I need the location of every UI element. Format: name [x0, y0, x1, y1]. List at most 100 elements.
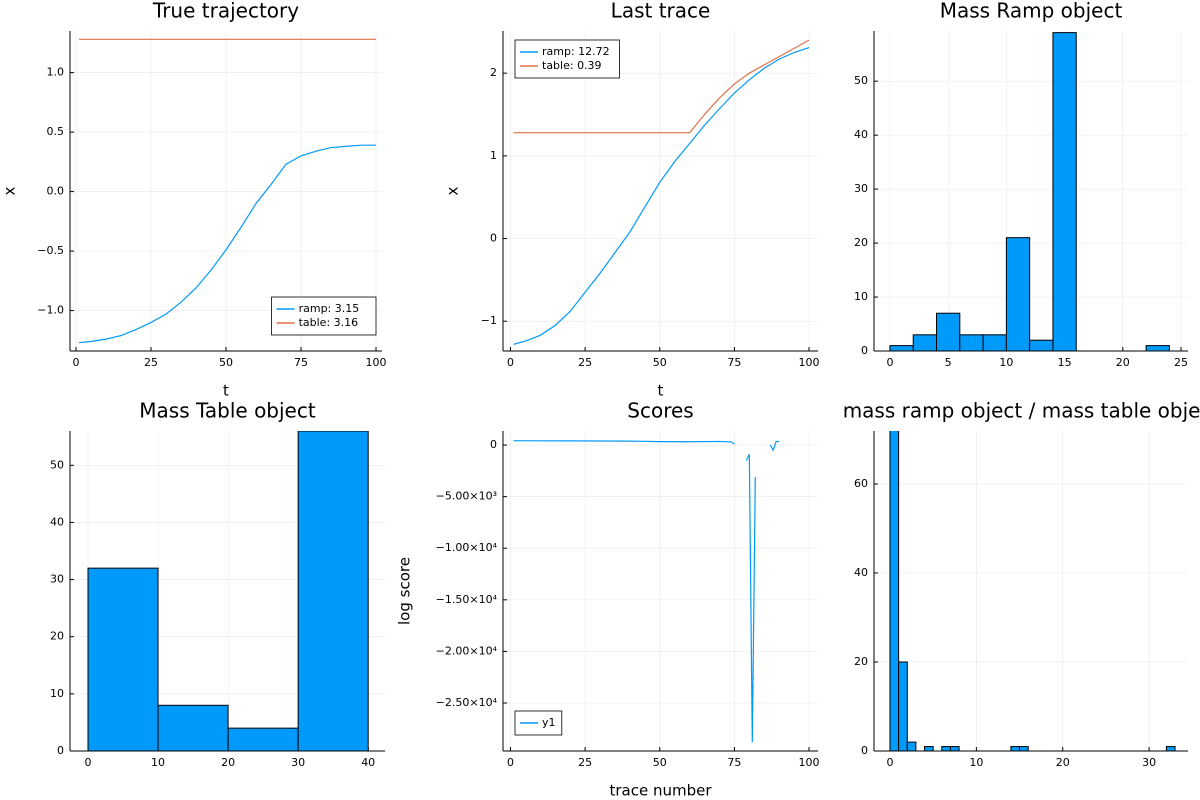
bar [1019, 746, 1029, 751]
x-tick-label: 25 [578, 756, 592, 769]
y-tick-label: 60 [854, 477, 868, 490]
bar [1145, 345, 1170, 351]
line [513, 440, 780, 743]
bar [912, 334, 938, 351]
y-tick-label: −5.00×10³ [436, 490, 497, 503]
bar [227, 727, 299, 751]
y-tick-label: 30 [854, 182, 868, 195]
bar [959, 334, 984, 351]
y-tick-label: 40 [50, 515, 64, 528]
line [513, 39, 810, 134]
y-tick-label: 1.0 [47, 66, 65, 79]
x-tick-label: 100 [799, 356, 820, 369]
x-tick-label: 25 [1174, 356, 1188, 369]
x-tick-label: 75 [294, 356, 308, 369]
bar [1005, 237, 1031, 351]
x-axis-label: t [658, 382, 664, 400]
x-tick-label: 0 [85, 756, 92, 769]
y-tick-label: 2 [490, 66, 497, 79]
subplot: 0 5 10 15 20 25 0 10 20 30 40 50 Mass Ramp object [854, 0, 1188, 369]
bar [982, 334, 1007, 351]
y-tick-label: −1 [481, 314, 497, 327]
subplot: 0 10 20 30 40 0 10 20 30 40 50 Mass Table object [50, 399, 385, 769]
plot-area [513, 440, 780, 743]
bar [889, 431, 900, 751]
y-tick-label: 0.0 [47, 185, 65, 198]
x-tick-label: 75 [727, 756, 741, 769]
x-tick-label: 5 [945, 356, 952, 369]
x-tick-label: 75 [727, 356, 741, 369]
y-axis-label: x [444, 186, 462, 195]
x-tick-label: 0 [886, 756, 893, 769]
y-tick-label: 1 [490, 149, 497, 162]
legend-label: y1 [542, 716, 556, 729]
legend-label: ramp: 3.15 [299, 302, 360, 315]
y-tick-label: 50 [854, 74, 868, 87]
y-tick-label: 0 [861, 744, 868, 757]
bar [906, 741, 917, 751]
y-tick-label: 10 [50, 687, 64, 700]
legend-label: ramp: 12.72 [542, 45, 610, 58]
x-tick-label: 10 [151, 756, 165, 769]
y-tick-label: 20 [854, 236, 868, 249]
plot-area [513, 39, 810, 345]
subplot-title: Last trace [611, 0, 711, 23]
x-tick-label: 20 [1116, 356, 1130, 369]
y-tick-label: 20 [854, 655, 868, 668]
y-tick-label: 40 [854, 128, 868, 141]
subplot: 0 25 50 75 100 −2.50×10⁴ −2.00×10⁴ −1.50×10⁴ −1.… [396, 399, 820, 800]
x-tick-label: 10 [999, 356, 1013, 369]
x-tick-label: 40 [361, 756, 375, 769]
y-axis-label: log score [396, 557, 414, 625]
bar [889, 345, 914, 351]
legend-label: table: 0.39 [542, 59, 602, 72]
y-tick-label: −1.00×10⁴ [436, 541, 498, 554]
y-tick-label: −2.50×10⁴ [436, 696, 498, 709]
y-tick-label: 30 [50, 573, 64, 586]
y-tick-label: 0 [490, 232, 497, 245]
x-tick-label: 50 [653, 356, 667, 369]
x-tick-label: 0 [507, 356, 514, 369]
subplot-title: Scores [627, 399, 693, 423]
bar [87, 567, 159, 751]
subplot: 0 10 20 30 0 20 40 60 mass ramp object / mass ta… [843, 399, 1200, 770]
x-tick-label: 30 [291, 756, 305, 769]
y-tick-label: 10 [854, 290, 868, 303]
x-axis-label: t [223, 382, 229, 400]
y-tick-label: 0 [861, 344, 868, 357]
subplot-title: mass ramp object / mass table object [843, 399, 1200, 423]
legend: y1 [514, 710, 563, 736]
y-tick-label: 40 [854, 566, 868, 579]
x-tick-label: 30 [1142, 756, 1156, 769]
y-tick-label: 0 [57, 744, 64, 757]
bar [297, 431, 369, 751]
line [513, 46, 810, 345]
subplot-title: Mass Table object [139, 399, 316, 423]
plot-area [87, 431, 369, 751]
x-tick-label: 50 [653, 756, 667, 769]
plot-area [889, 431, 1176, 751]
x-axis-label: trace number [609, 782, 712, 800]
x-tick-label: 25 [144, 356, 158, 369]
legend-box [514, 39, 620, 79]
bar [1052, 32, 1077, 351]
x-tick-label: 20 [221, 756, 235, 769]
x-tick-label: 0 [507, 756, 514, 769]
x-tick-label: 50 [219, 356, 233, 369]
y-tick-label: −1.0 [37, 304, 64, 317]
x-tick-label: 20 [1056, 756, 1070, 769]
y-tick-label: −0.5 [37, 244, 64, 257]
subplot-title: True trajectory [152, 0, 299, 23]
bar [1029, 339, 1054, 351]
line [78, 144, 376, 344]
plot-area [78, 38, 376, 344]
x-tick-label: 100 [366, 356, 387, 369]
legend-label: table: 3.16 [299, 316, 359, 329]
bar [1165, 746, 1176, 751]
subplot: 0 25 50 75 100 −1.0 −0.5 0.0 0.5 1.0 True trajecto… [1, 0, 387, 400]
x-tick-label: 100 [799, 756, 820, 769]
y-tick-label: 20 [50, 630, 64, 643]
bar [936, 312, 961, 351]
